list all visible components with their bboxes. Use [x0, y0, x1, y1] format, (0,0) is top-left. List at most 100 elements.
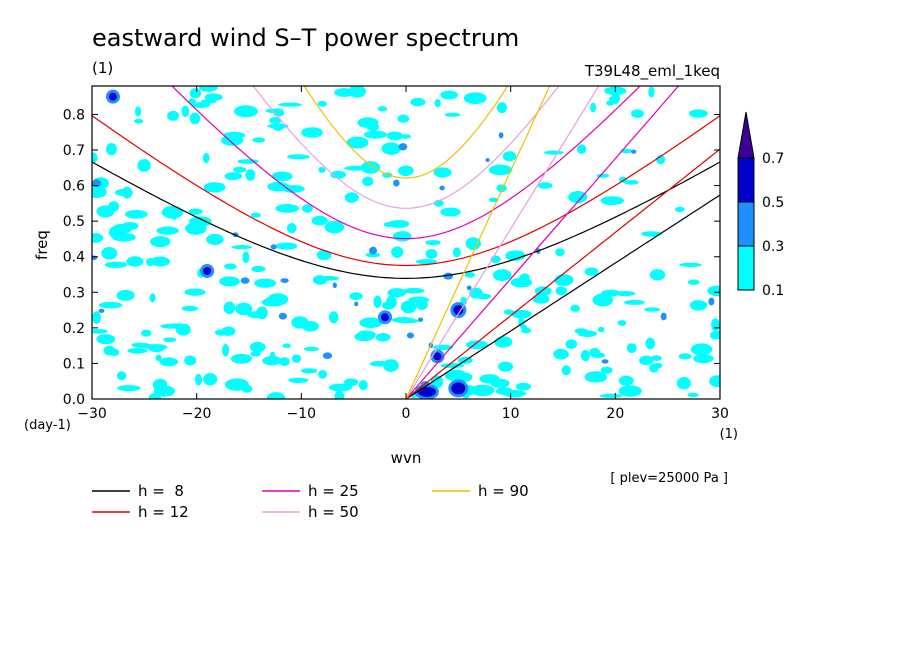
- contour-patch: [532, 294, 550, 304]
- contour-patch: [250, 351, 261, 357]
- contour-patch: [270, 244, 277, 250]
- contour-patch: [615, 290, 636, 297]
- legend-label: h = 90: [478, 482, 529, 500]
- contour-patch: [623, 299, 645, 305]
- y-tick-label: 0.5: [63, 214, 85, 230]
- gravity-wave-curve: [171, 86, 641, 240]
- contour-patch: [393, 179, 400, 187]
- contour-patch: [322, 352, 333, 360]
- contour-patch: [397, 318, 419, 324]
- contour-patch: [644, 307, 660, 312]
- colorbar-triangle: [737, 111, 755, 159]
- contour-patch: [108, 92, 117, 101]
- contour-patch: [204, 93, 223, 101]
- contour-patch: [214, 329, 230, 336]
- contour-patch: [498, 132, 504, 139]
- contour-patch: [650, 355, 662, 361]
- contour-patch: [440, 207, 461, 217]
- contour-patch: [417, 317, 424, 322]
- contour-patch: [494, 336, 513, 348]
- contour-patch: [601, 359, 609, 364]
- contour-patch: [584, 371, 608, 383]
- contour-patch: [570, 304, 581, 312]
- contour-patch: [265, 108, 284, 114]
- contour-patch: [359, 317, 383, 329]
- contour-patch: [690, 343, 713, 356]
- gravity-wave-curve: [303, 86, 509, 179]
- contour-patch: [127, 348, 148, 354]
- contour-patch: [344, 192, 359, 203]
- colorbar-label: 0.1: [762, 283, 784, 299]
- contour-patch: [271, 171, 293, 182]
- contour-patch: [92, 152, 98, 164]
- contour-patch: [452, 247, 461, 258]
- contour-patch: [121, 221, 139, 230]
- contour-patch: [252, 137, 266, 143]
- contour-patch: [149, 293, 156, 303]
- contour-patch: [358, 379, 368, 391]
- contour-patch: [639, 355, 654, 366]
- contour-patch: [503, 309, 515, 315]
- contour-patch: [600, 196, 624, 206]
- contour-patch: [152, 378, 168, 391]
- contour-patch: [141, 329, 152, 337]
- contour-patch: [332, 282, 337, 289]
- contour-patch: [676, 376, 691, 390]
- contour-patch: [709, 375, 720, 388]
- contour-patch: [555, 248, 565, 257]
- contour-patch: [631, 109, 644, 118]
- contour-patch: [648, 86, 655, 98]
- contour-patch: [249, 341, 266, 353]
- contour-patch: [600, 366, 613, 374]
- contour-patch: [149, 256, 171, 267]
- contour-patch: [223, 301, 236, 315]
- y-tick-label: 0.7: [63, 143, 85, 159]
- colorbar-segment: [737, 201, 755, 247]
- contour-patch: [137, 159, 151, 172]
- contour-patch: [687, 392, 699, 398]
- contour-patch: [574, 328, 588, 335]
- x-tick-label: 0: [402, 406, 411, 422]
- x-tick-label: 20: [606, 406, 624, 422]
- x-tick-label: 30: [711, 406, 729, 422]
- y-tick-label: 0.6: [63, 179, 85, 195]
- contour-patch: [434, 98, 441, 108]
- contour-patch: [109, 226, 122, 239]
- contour-patch: [116, 289, 135, 301]
- contour-patch: [689, 300, 708, 311]
- contour-patch: [430, 375, 444, 389]
- kelvin-curve: [405, 86, 680, 399]
- contour-patch: [708, 297, 715, 306]
- contour-patch: [184, 288, 206, 296]
- y-axis: 0.0 0.1 0.2 0.3 0.4 0.5 0.6 0.7 0.8: [63, 107, 720, 408]
- contour-patch: [496, 184, 508, 193]
- colorbar-label: 0.5: [762, 195, 784, 211]
- colorbar-segment: [737, 245, 755, 291]
- title-units: (1): [92, 59, 113, 77]
- x-tick-label: −10: [287, 406, 317, 422]
- contour-patch: [104, 261, 128, 268]
- contour-patch: [101, 246, 118, 260]
- contour-patch: [114, 188, 134, 197]
- x-axis-label: wvn: [391, 449, 422, 467]
- contour-patch: [592, 293, 614, 307]
- contour-patch: [626, 343, 637, 354]
- contour-patch: [649, 269, 666, 281]
- contour-patch: [330, 170, 347, 179]
- contour-patch: [599, 393, 623, 399]
- contour-patch: [465, 237, 481, 250]
- contour-patch: [261, 297, 286, 307]
- contour-patch: [439, 185, 445, 191]
- contour-patch: [369, 360, 390, 367]
- contour-patch: [279, 357, 290, 367]
- contour-patch: [106, 142, 117, 156]
- contour-patch: [188, 208, 203, 215]
- contour-patch: [230, 353, 253, 364]
- colorbar: 0.1 0.3 0.5 0.7: [737, 111, 784, 299]
- contour-patch: [222, 343, 230, 357]
- contour-patch: [693, 354, 714, 364]
- contour-patch: [206, 233, 224, 245]
- contour-patch: [580, 350, 590, 362]
- contour-patch: [301, 127, 323, 138]
- contour-patch: [96, 334, 116, 345]
